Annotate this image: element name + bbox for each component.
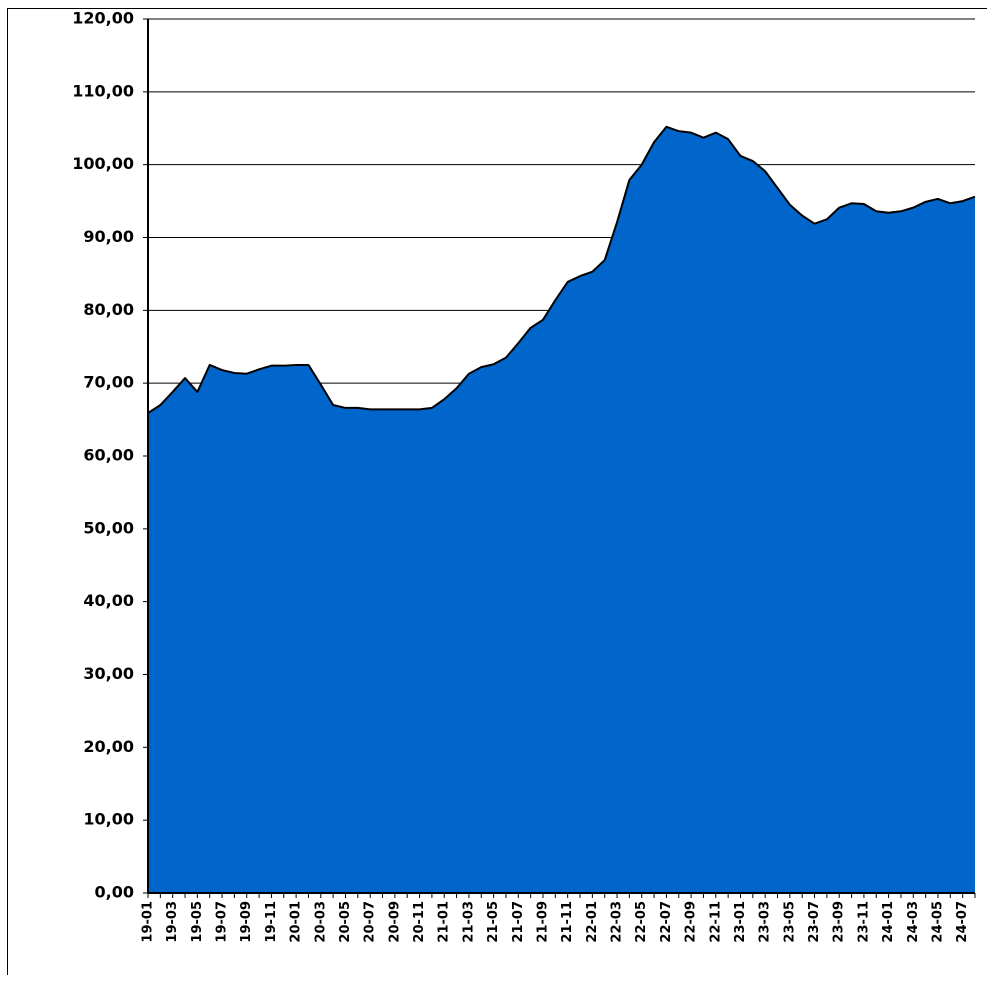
x-tick-label: 19-07 <box>215 901 230 943</box>
y-tick-label: 90,00 <box>83 227 134 246</box>
x-tick-label: 23-11 <box>856 901 871 943</box>
x-tick-label: 20-07 <box>363 901 378 943</box>
y-tick-label: 30,00 <box>83 664 134 683</box>
area-line <box>147 125 976 414</box>
x-tick-label: 19-05 <box>190 901 205 943</box>
x-tick-label: 22-11 <box>708 901 723 943</box>
x-tick-label: 20-05 <box>338 901 353 943</box>
y-tick-label: 0,00 <box>95 883 134 902</box>
x-tick-label: 24-03 <box>906 901 921 943</box>
y-tick-label: 110,00 <box>72 81 134 100</box>
x-tick-label: 19-11 <box>264 901 279 943</box>
x-tick-label: 24-05 <box>930 901 945 943</box>
y-tick-label: 100,00 <box>72 154 134 173</box>
x-tick-label: 19-01 <box>141 901 156 943</box>
x-tick-label: 22-03 <box>610 901 625 943</box>
x-tick-label: 23-01 <box>733 901 748 943</box>
y-tick-label: 80,00 <box>83 300 134 319</box>
x-tick-label: 23-07 <box>807 901 822 943</box>
x-tick-label: 21-01 <box>437 901 452 943</box>
x-tick-label: 21-11 <box>560 901 575 943</box>
x-tick-label: 21-05 <box>486 901 501 943</box>
x-tick-label: 21-09 <box>535 901 550 943</box>
x-tick-label: 19-09 <box>239 901 254 943</box>
x-tick-label: 21-03 <box>461 901 476 943</box>
x-tick-label: 23-05 <box>782 901 797 943</box>
x-tick-label: 23-03 <box>758 901 773 943</box>
y-tick-label: 40,00 <box>83 591 134 610</box>
y-tick-label: 120,00 <box>72 9 134 28</box>
x-tick-label: 24-07 <box>955 901 970 943</box>
x-tick-label: 20-09 <box>387 901 402 943</box>
x-tick-label: 22-07 <box>659 901 674 943</box>
y-tick-label: 50,00 <box>83 518 134 537</box>
x-tick-label: 22-09 <box>684 901 699 943</box>
x-tick-label: 20-01 <box>289 901 304 943</box>
y-tick-label: 10,00 <box>83 810 134 829</box>
x-tick-label: 20-03 <box>313 901 328 943</box>
y-tick-label: 20,00 <box>83 737 134 756</box>
x-tick-label: 22-01 <box>585 901 600 943</box>
area <box>148 126 975 893</box>
x-tick-label: 20-11 <box>412 901 427 943</box>
x-tick-label: 21-07 <box>511 901 526 943</box>
y-tick-label: 70,00 <box>83 373 134 392</box>
x-tick-label: 22-05 <box>634 901 649 943</box>
y-tick-label: 60,00 <box>83 446 134 465</box>
x-tick-label: 19-03 <box>165 901 180 943</box>
x-tick-label: 23-09 <box>832 901 847 943</box>
x-tick-label: 24-01 <box>881 901 896 943</box>
